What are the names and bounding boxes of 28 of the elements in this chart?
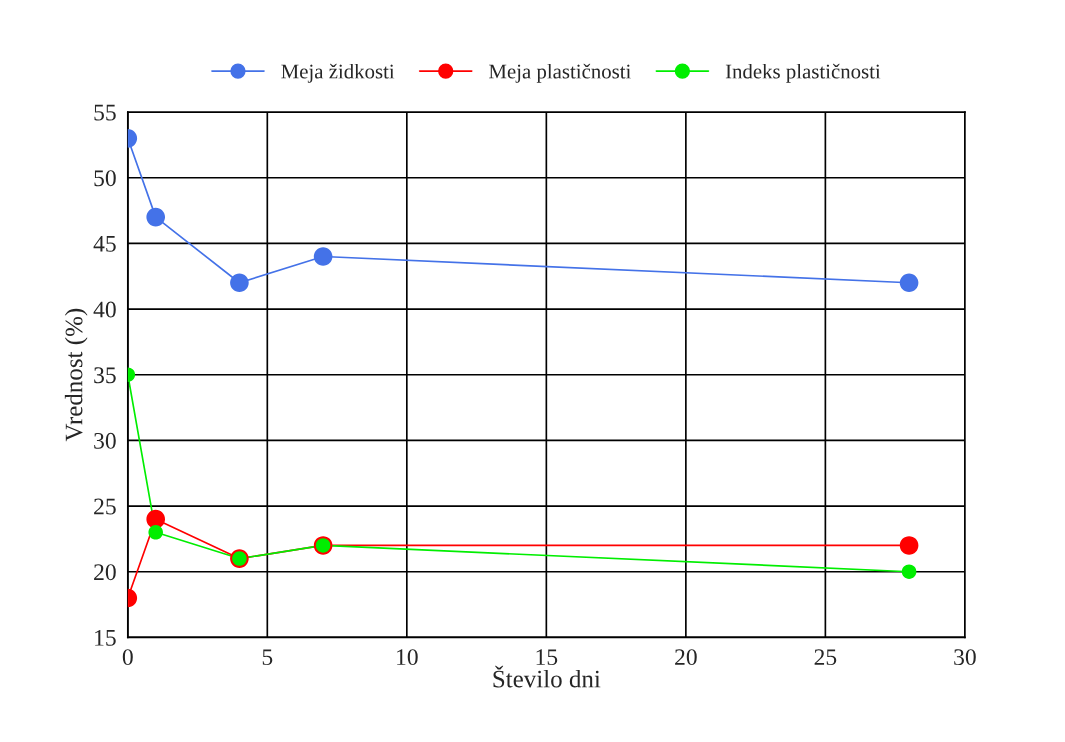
x-tick-label: 10 (397, 649, 418, 666)
legend-label: Meja plastičnosti (489, 63, 631, 83)
y-tick-label: 45 (93, 236, 116, 252)
x-tick-label: 0 (122, 649, 133, 666)
point (313, 247, 333, 266)
y-tick-label: 35 (94, 367, 116, 384)
legend-label: Indeks plastičnosti (725, 63, 881, 83)
x-tick-label: 25 (814, 649, 837, 666)
y-tick-label: 25 (94, 498, 116, 515)
point (899, 273, 919, 293)
x-tick-label: 5 (262, 649, 273, 666)
y-tick-label: 30 (94, 432, 116, 449)
y-tick-label: 20 (94, 564, 116, 581)
point (901, 564, 917, 579)
legend-label: Meja židkosti (281, 63, 395, 83)
x-axis-title: Število dni (493, 665, 601, 688)
x-tick-label: 30 (954, 649, 976, 666)
point (146, 207, 166, 227)
x-tick-label: 15 (536, 649, 558, 666)
y-tick-label: 15 (95, 629, 116, 646)
y-tick-label: 40 (93, 301, 116, 318)
y-tick-label: 55 (94, 104, 116, 121)
point (148, 525, 163, 540)
point (230, 273, 249, 293)
y-tick-label: 50 (94, 170, 116, 187)
x-tick-label: 20 (675, 649, 697, 666)
point (899, 536, 919, 555)
y-axis-title: Vrednost (%) (64, 308, 88, 442)
